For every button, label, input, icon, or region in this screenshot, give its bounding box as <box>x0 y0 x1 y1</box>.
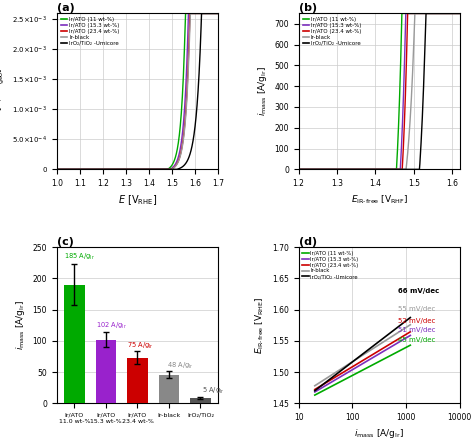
Y-axis label: $i_{\rm mass}$ [$\rm A/g_{Ir}$]: $i_{\rm mass}$ [$\rm A/g_{Ir}$] <box>255 66 269 116</box>
X-axis label: $E_{\rm IR\text{-}free}$ [$\rm V_{RHF}$]: $E_{\rm IR\text{-}free}$ [$\rm V_{RHF}$] <box>351 194 408 206</box>
Text: 45 mV/dec: 45 mV/dec <box>398 337 435 343</box>
Bar <box>96 340 116 403</box>
Legend: Ir/ATO (11 wt-%), Ir/ATO (15.3 wt-%), Ir/ATO (23.4 wt-%), Ir-black, IrO₂/TiO₂ -U: Ir/ATO (11 wt-%), Ir/ATO (15.3 wt-%), Ir… <box>301 250 360 280</box>
Bar <box>64 285 85 403</box>
Bar <box>190 398 211 403</box>
X-axis label: $E$ [$\rm V_{RHE}$]: $E$ [$\rm V_{RHE}$] <box>118 194 157 207</box>
Y-axis label: $E_{\rm IR\text{-}free}$ [$\rm V_{RHE}$]: $E_{\rm IR\text{-}free}$ [$\rm V_{RHE}$] <box>254 297 266 354</box>
Text: 5 A/g$_{\rm Ir}$: 5 A/g$_{\rm Ir}$ <box>202 386 225 396</box>
Text: 55 mV/dec: 55 mV/dec <box>398 306 435 312</box>
Y-axis label: $I$ [$\rm A/cm^2_{geo}$]: $I$ [$\rm A/cm^2_{geo}$] <box>0 67 7 116</box>
Legend: Ir/ATO (11 wt-%), Ir/ATO (15.3 wt-%), Ir/ATO (23.4 wt-%), Ir-black, IrO₂/TiO₂ -U: Ir/ATO (11 wt-%), Ir/ATO (15.3 wt-%), Ir… <box>301 16 362 47</box>
Text: (d): (d) <box>299 237 317 246</box>
Text: 48 A/g$_{\rm Ir}$: 48 A/g$_{\rm Ir}$ <box>167 361 194 371</box>
Y-axis label: $i_{\rm mass}$ [$\rm A/g_{Ir}$]: $i_{\rm mass}$ [$\rm A/g_{Ir}$] <box>14 300 27 350</box>
X-axis label: $i_{\rm mass}$ [$\rm A/g_{Ir}$]: $i_{\rm mass}$ [$\rm A/g_{Ir}$] <box>354 427 404 440</box>
Text: 66 mV/dec: 66 mV/dec <box>398 288 439 294</box>
Text: (b): (b) <box>299 3 317 13</box>
Legend: Ir/ATO (11 wt-%), Ir/ATO (15.3 wt-%), Ir/ATO (23.4 wt-%), Ir-black, IrO₂/TiO₂ -U: Ir/ATO (11 wt-%), Ir/ATO (15.3 wt-%), Ir… <box>60 16 120 47</box>
Text: (a): (a) <box>57 3 74 13</box>
Text: 75 A/g$_{\rm Ir}$: 75 A/g$_{\rm Ir}$ <box>128 340 154 351</box>
Text: 185 A/g$_{\rm Ir}$: 185 A/g$_{\rm Ir}$ <box>64 251 95 262</box>
Text: 51 mV/dec: 51 mV/dec <box>398 327 435 333</box>
Text: 52 mV/dec: 52 mV/dec <box>398 318 435 324</box>
Bar <box>159 375 179 403</box>
Bar <box>127 358 148 403</box>
Text: (c): (c) <box>57 237 74 246</box>
Text: 102 A/g$_{\rm Ir}$: 102 A/g$_{\rm Ir}$ <box>96 321 127 332</box>
